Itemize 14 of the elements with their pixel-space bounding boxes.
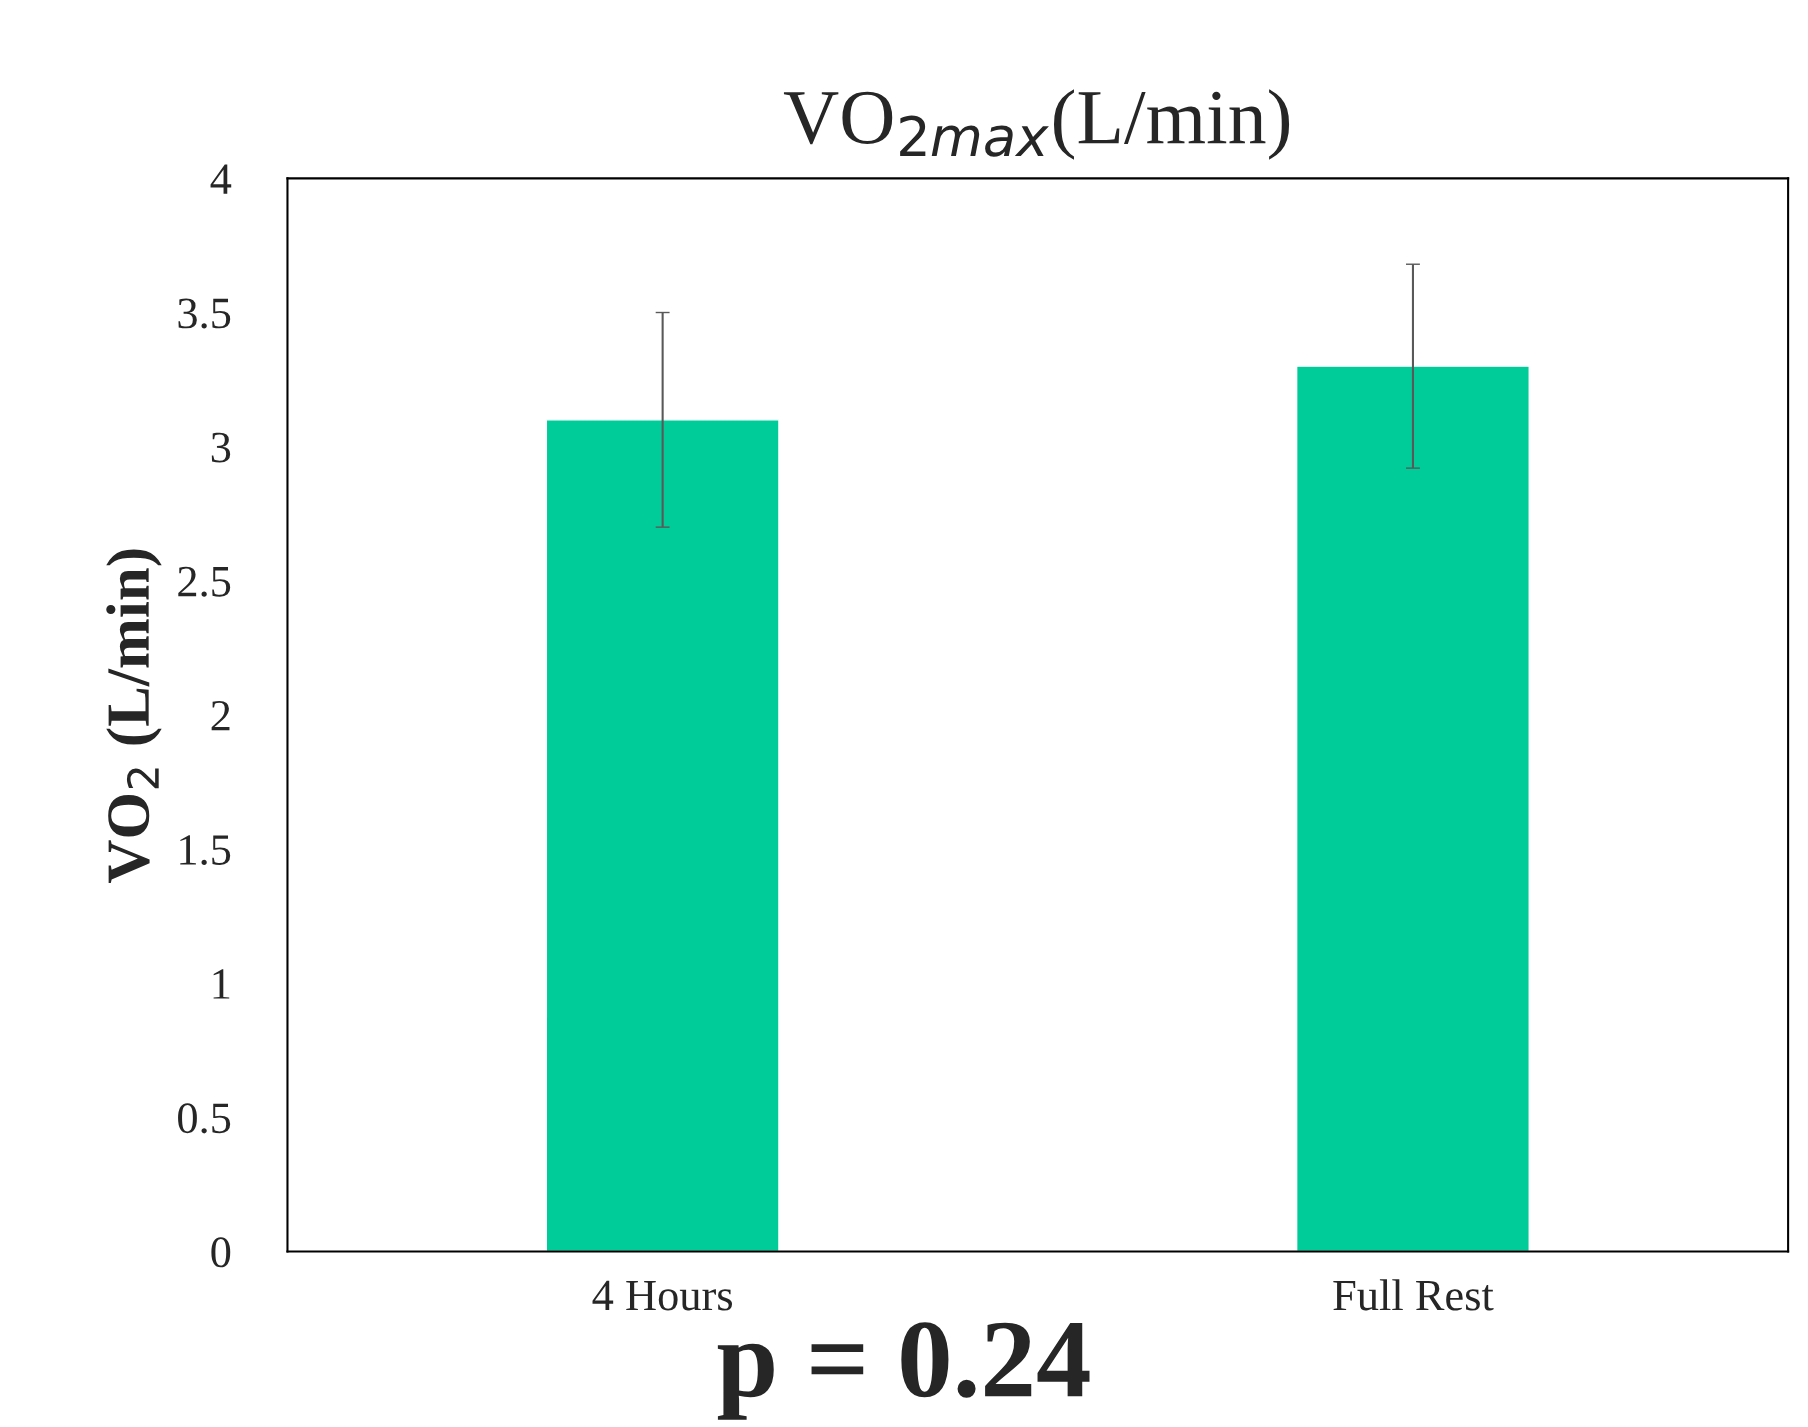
x-tick-label: Full Rest	[1333, 1279, 1494, 1311]
y-tick-label: 2	[211, 700, 230, 731]
text: p = 0.24	[717, 1322, 1090, 1420]
y-tick-label: 3	[211, 432, 231, 463]
y-tick-label: 3.5	[178, 298, 231, 329]
y-tick-label: 2.5	[178, 566, 231, 597]
y-tick-label: 4	[210, 164, 232, 194]
x-tick-label: 4 Hours	[592, 1280, 733, 1311]
y-tick-label: 1	[213, 969, 230, 999]
chart-title: VO$_{2max}$(L/min)	[783, 89, 1290, 160]
y-tick-label: 0	[211, 1237, 231, 1268]
y-tick-label: 0.5	[178, 1103, 231, 1134]
y-axis-title: VO$_{2}$ (L/min)	[106, 549, 162, 883]
y-tick-label: 1.5	[180, 835, 231, 866]
